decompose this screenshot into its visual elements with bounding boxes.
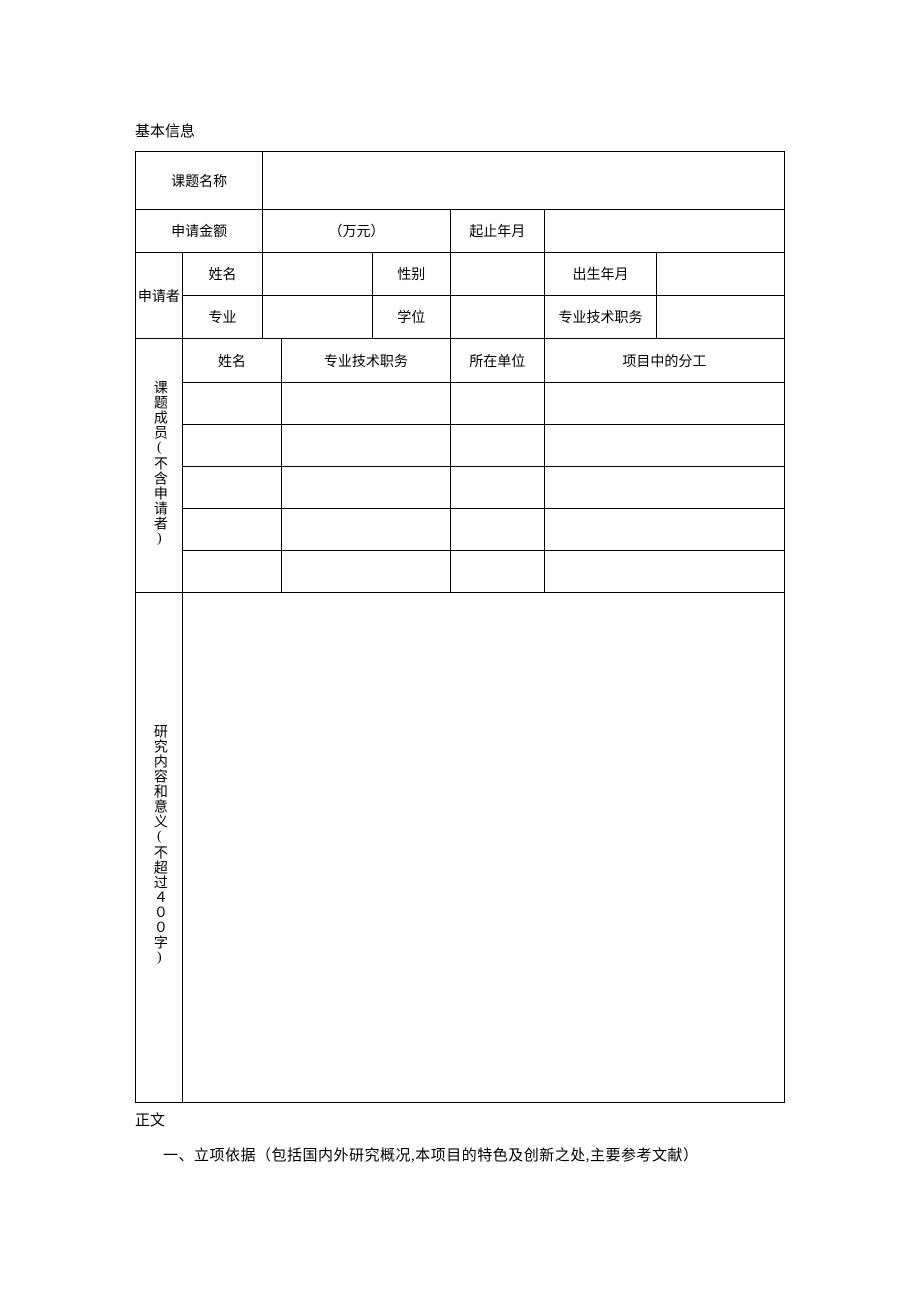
member-unit-cell[interactable] xyxy=(450,383,544,425)
label-member-unit: 所在单位 xyxy=(450,339,544,383)
value-gender[interactable] xyxy=(450,253,544,296)
label-application-amount: 申请金额 xyxy=(136,210,263,253)
label-major: 专业 xyxy=(182,296,262,339)
label-member-name: 姓名 xyxy=(182,339,281,383)
value-major[interactable] xyxy=(263,296,373,339)
member-role-cell[interactable] xyxy=(544,509,784,551)
body-item-1: 一、立项依据（包括国内外研究概况,本项目的特色及创新之处,主要参考文献） xyxy=(163,1144,785,1165)
label-members-header-text: 课题成员(不含申请者) xyxy=(149,380,169,547)
member-role-cell[interactable] xyxy=(544,425,784,467)
label-member-title: 专业技术职务 xyxy=(282,339,451,383)
label-members-header: 课题成员(不含申请者) xyxy=(136,339,183,593)
label-applicant: 申请者 xyxy=(136,253,183,339)
label-research-content: 研究内容和意义(不超过４００字) xyxy=(136,593,183,1103)
member-name-cell[interactable] xyxy=(182,551,281,593)
member-role-cell[interactable] xyxy=(544,383,784,425)
label-professional-title: 专业技术职务 xyxy=(544,296,656,339)
label-start-end-date: 起止年月 xyxy=(450,210,544,253)
member-unit-cell[interactable] xyxy=(450,425,544,467)
label-amount-unit: （万元） xyxy=(263,210,451,253)
value-topic-name[interactable] xyxy=(263,152,785,210)
basic-info-title: 基本信息 xyxy=(135,120,785,141)
value-start-end-date[interactable] xyxy=(544,210,784,253)
basic-info-table: 课题名称 申请金额 （万元） 起止年月 申请者 姓名 性别 出生年月 专业 学位… xyxy=(135,151,785,1103)
value-research-content[interactable] xyxy=(182,593,784,1103)
label-birth-date: 出生年月 xyxy=(544,253,656,296)
label-degree: 学位 xyxy=(372,296,450,339)
label-member-role: 项目中的分工 xyxy=(544,339,784,383)
value-name[interactable] xyxy=(263,253,373,296)
body-section: 正文 一、立项依据（包括国内外研究概况,本项目的特色及创新之处,主要参考文献） xyxy=(135,1109,785,1165)
member-title-cell[interactable] xyxy=(282,383,451,425)
value-professional-title[interactable] xyxy=(657,296,785,339)
member-role-cell[interactable] xyxy=(544,551,784,593)
label-name: 姓名 xyxy=(182,253,262,296)
body-title: 正文 xyxy=(135,1109,785,1130)
value-birth-date[interactable] xyxy=(657,253,785,296)
label-gender: 性别 xyxy=(372,253,450,296)
member-unit-cell[interactable] xyxy=(450,467,544,509)
label-topic-name: 课题名称 xyxy=(136,152,263,210)
member-title-cell[interactable] xyxy=(282,509,451,551)
member-name-cell[interactable] xyxy=(182,467,281,509)
member-title-cell[interactable] xyxy=(282,551,451,593)
member-name-cell[interactable] xyxy=(182,383,281,425)
member-unit-cell[interactable] xyxy=(450,551,544,593)
member-role-cell[interactable] xyxy=(544,467,784,509)
member-title-cell[interactable] xyxy=(282,425,451,467)
member-name-cell[interactable] xyxy=(182,425,281,467)
member-name-cell[interactable] xyxy=(182,509,281,551)
value-degree[interactable] xyxy=(450,296,544,339)
label-research-content-text: 研究内容和意义(不超过４００字) xyxy=(149,724,169,966)
member-unit-cell[interactable] xyxy=(450,509,544,551)
member-title-cell[interactable] xyxy=(282,467,451,509)
